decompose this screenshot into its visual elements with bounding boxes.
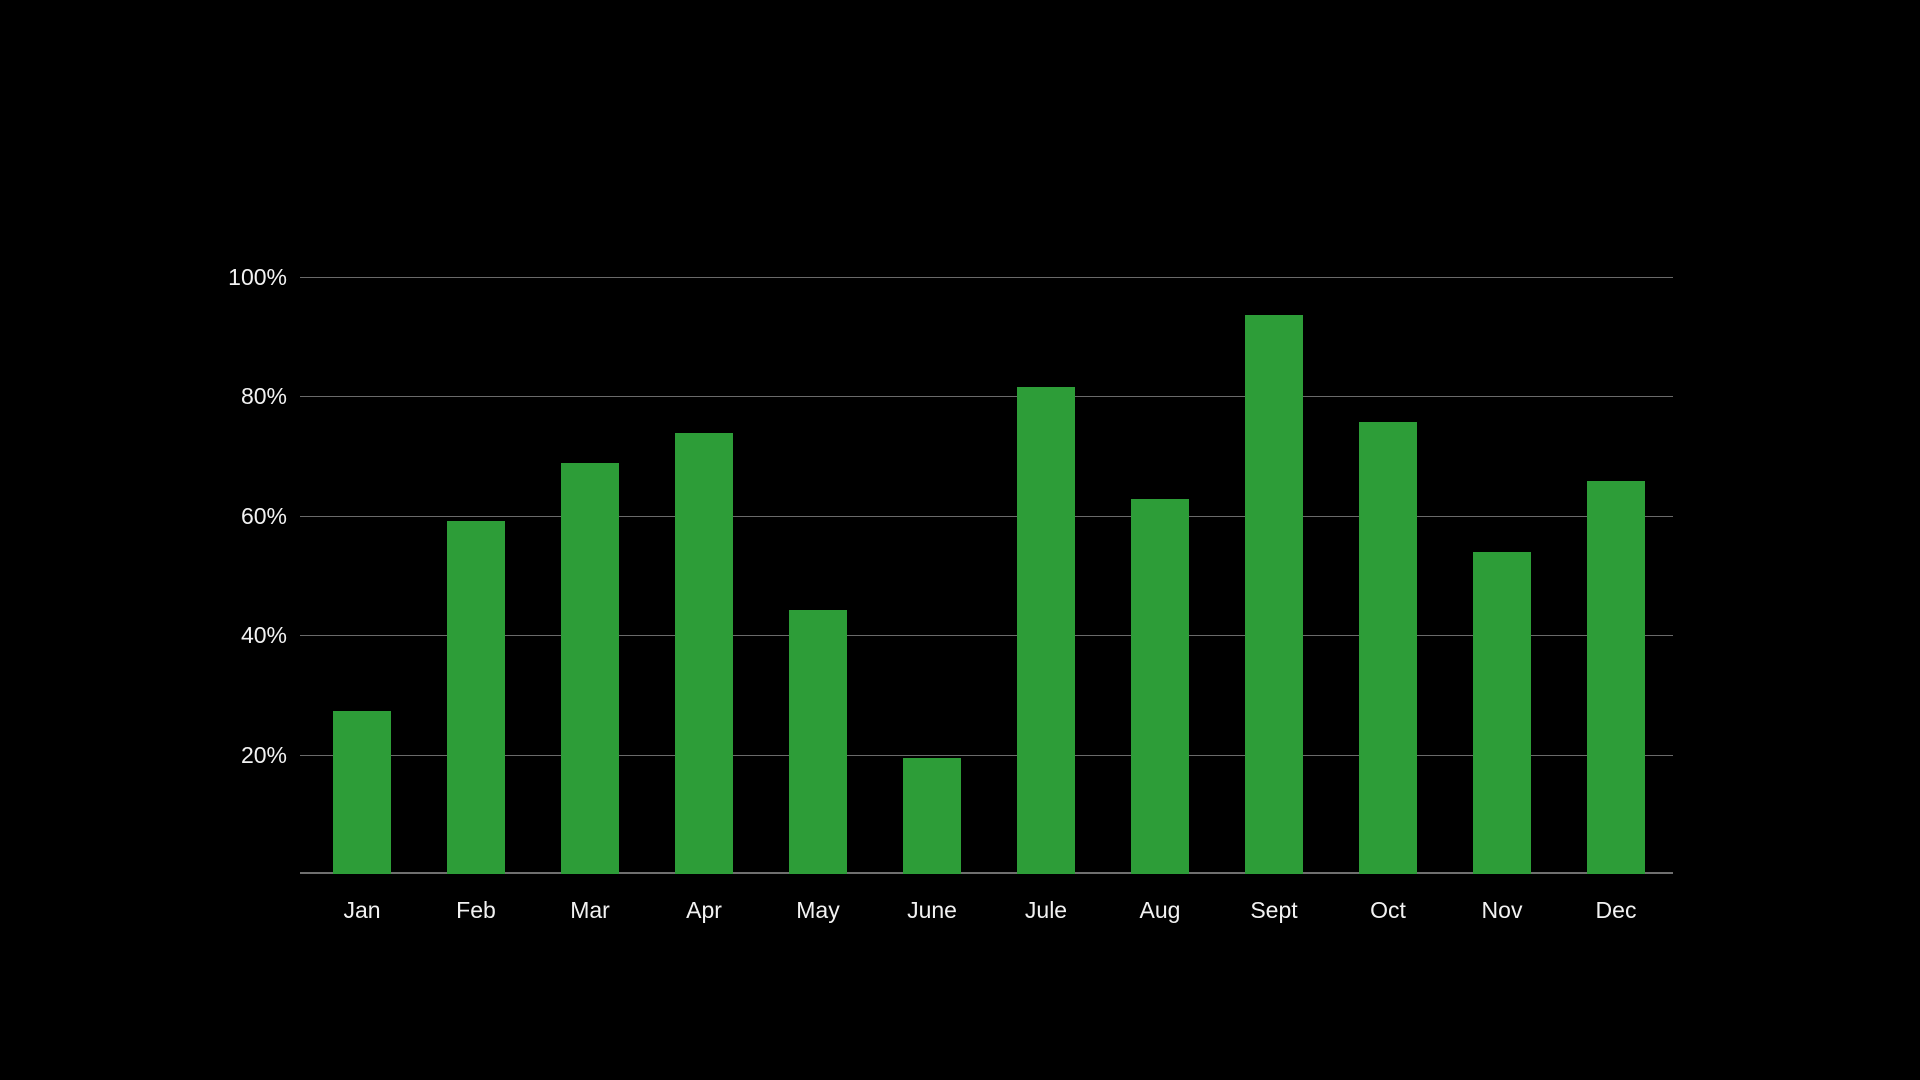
gridline-60 [300, 515, 1673, 517]
x-axis-label-jan: Jan [343, 897, 381, 923]
x-axis-label-apr: Apr [686, 897, 722, 923]
bar-mar [561, 462, 619, 874]
x-axis-label-jule: Jule [1024, 897, 1068, 923]
x-axis-line [300, 872, 1673, 874]
bar-oct [1359, 422, 1417, 874]
bar-nov [1473, 552, 1531, 874]
bar-june [903, 758, 961, 874]
gridline-20 [300, 754, 1673, 756]
x-axis-label-oct: Oct [1370, 897, 1406, 923]
x-axis-label-feb: Feb [456, 897, 496, 923]
bar-dec [1587, 481, 1645, 874]
bar-may [789, 610, 847, 874]
x-axis-label-june: June [907, 897, 957, 923]
y-axis-tick-label: 60% [240, 502, 287, 529]
y-axis-tick-label: 100% [228, 264, 287, 290]
bar-jan [333, 711, 391, 874]
y-axis-tick-label: 20% [240, 741, 287, 768]
gridline-40 [300, 635, 1673, 637]
x-axis-label-nov: Nov [1481, 897, 1523, 923]
gridline-100 [300, 277, 1673, 278]
plot-area [300, 277, 1673, 874]
gridline-80 [300, 396, 1673, 398]
x-axis-label-dec: Dec [1595, 897, 1637, 923]
x-axis-label-aug: Aug [1139, 897, 1181, 923]
bar-sept [1245, 315, 1303, 874]
bar-aug [1131, 499, 1189, 874]
bar-apr [675, 432, 733, 874]
x-axis-label-may: May [796, 897, 840, 923]
x-axis-label-sept: Sept [1250, 897, 1298, 923]
bar-feb [447, 521, 505, 874]
bar-jule [1017, 386, 1075, 874]
x-axis-label-mar: Mar [570, 897, 610, 923]
y-axis-tick-label: 40% [240, 622, 287, 649]
y-axis-tick-label: 80% [240, 383, 287, 410]
